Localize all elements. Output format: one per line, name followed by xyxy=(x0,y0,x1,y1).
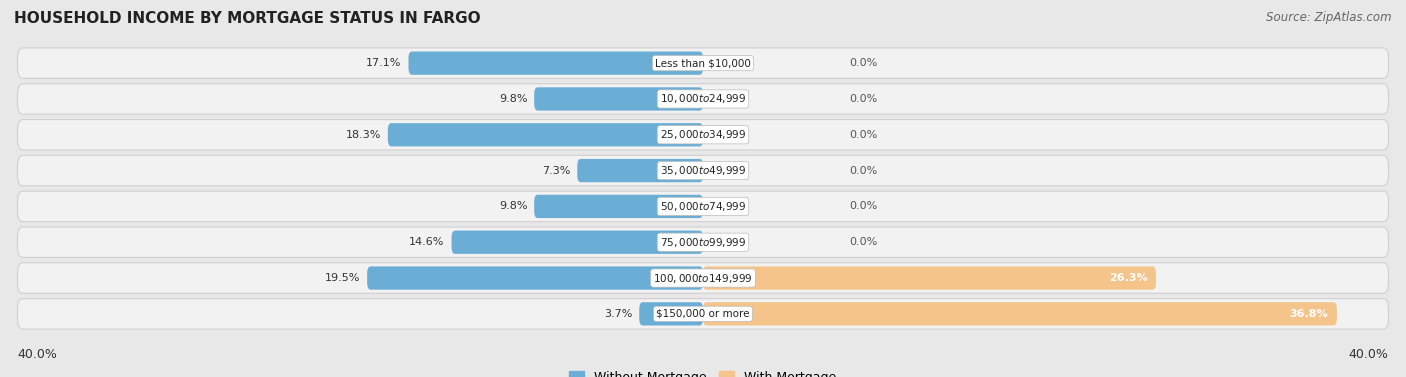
Text: 9.8%: 9.8% xyxy=(499,201,527,211)
Text: Less than $10,000: Less than $10,000 xyxy=(655,58,751,68)
Text: $50,000 to $74,999: $50,000 to $74,999 xyxy=(659,200,747,213)
FancyBboxPatch shape xyxy=(17,227,1389,257)
Text: 0.0%: 0.0% xyxy=(849,130,877,140)
FancyBboxPatch shape xyxy=(703,267,1156,290)
FancyBboxPatch shape xyxy=(451,231,703,254)
Text: 0.0%: 0.0% xyxy=(849,166,877,176)
Text: $35,000 to $49,999: $35,000 to $49,999 xyxy=(659,164,747,177)
FancyBboxPatch shape xyxy=(367,267,703,290)
Text: $10,000 to $24,999: $10,000 to $24,999 xyxy=(659,92,747,106)
Text: $150,000 or more: $150,000 or more xyxy=(657,309,749,319)
FancyBboxPatch shape xyxy=(17,155,1389,186)
Text: 0.0%: 0.0% xyxy=(849,237,877,247)
Text: 0.0%: 0.0% xyxy=(849,58,877,68)
Text: 40.0%: 40.0% xyxy=(1348,348,1389,361)
Text: HOUSEHOLD INCOME BY MORTGAGE STATUS IN FARGO: HOUSEHOLD INCOME BY MORTGAGE STATUS IN F… xyxy=(14,11,481,26)
Text: $75,000 to $99,999: $75,000 to $99,999 xyxy=(659,236,747,249)
FancyBboxPatch shape xyxy=(17,120,1389,150)
FancyBboxPatch shape xyxy=(578,159,703,182)
Text: 9.8%: 9.8% xyxy=(499,94,527,104)
FancyBboxPatch shape xyxy=(534,87,703,110)
FancyBboxPatch shape xyxy=(640,302,703,325)
Text: 3.7%: 3.7% xyxy=(605,309,633,319)
FancyBboxPatch shape xyxy=(17,84,1389,114)
Text: 26.3%: 26.3% xyxy=(1109,273,1147,283)
Text: 0.0%: 0.0% xyxy=(849,94,877,104)
Text: $25,000 to $34,999: $25,000 to $34,999 xyxy=(659,128,747,141)
Text: 40.0%: 40.0% xyxy=(17,348,58,361)
FancyBboxPatch shape xyxy=(534,195,703,218)
Legend: Without Mortgage, With Mortgage: Without Mortgage, With Mortgage xyxy=(564,366,842,377)
Text: 19.5%: 19.5% xyxy=(325,273,360,283)
Text: 17.1%: 17.1% xyxy=(366,58,402,68)
Text: $100,000 to $149,999: $100,000 to $149,999 xyxy=(654,271,752,285)
FancyBboxPatch shape xyxy=(17,299,1389,329)
Text: 7.3%: 7.3% xyxy=(541,166,571,176)
FancyBboxPatch shape xyxy=(703,302,1337,325)
FancyBboxPatch shape xyxy=(409,52,703,75)
FancyBboxPatch shape xyxy=(17,263,1389,293)
Text: 18.3%: 18.3% xyxy=(346,130,381,140)
Text: 14.6%: 14.6% xyxy=(409,237,444,247)
Text: Source: ZipAtlas.com: Source: ZipAtlas.com xyxy=(1267,11,1392,24)
FancyBboxPatch shape xyxy=(17,191,1389,222)
Text: 36.8%: 36.8% xyxy=(1289,309,1329,319)
FancyBboxPatch shape xyxy=(388,123,703,146)
FancyBboxPatch shape xyxy=(17,48,1389,78)
Text: 0.0%: 0.0% xyxy=(849,201,877,211)
